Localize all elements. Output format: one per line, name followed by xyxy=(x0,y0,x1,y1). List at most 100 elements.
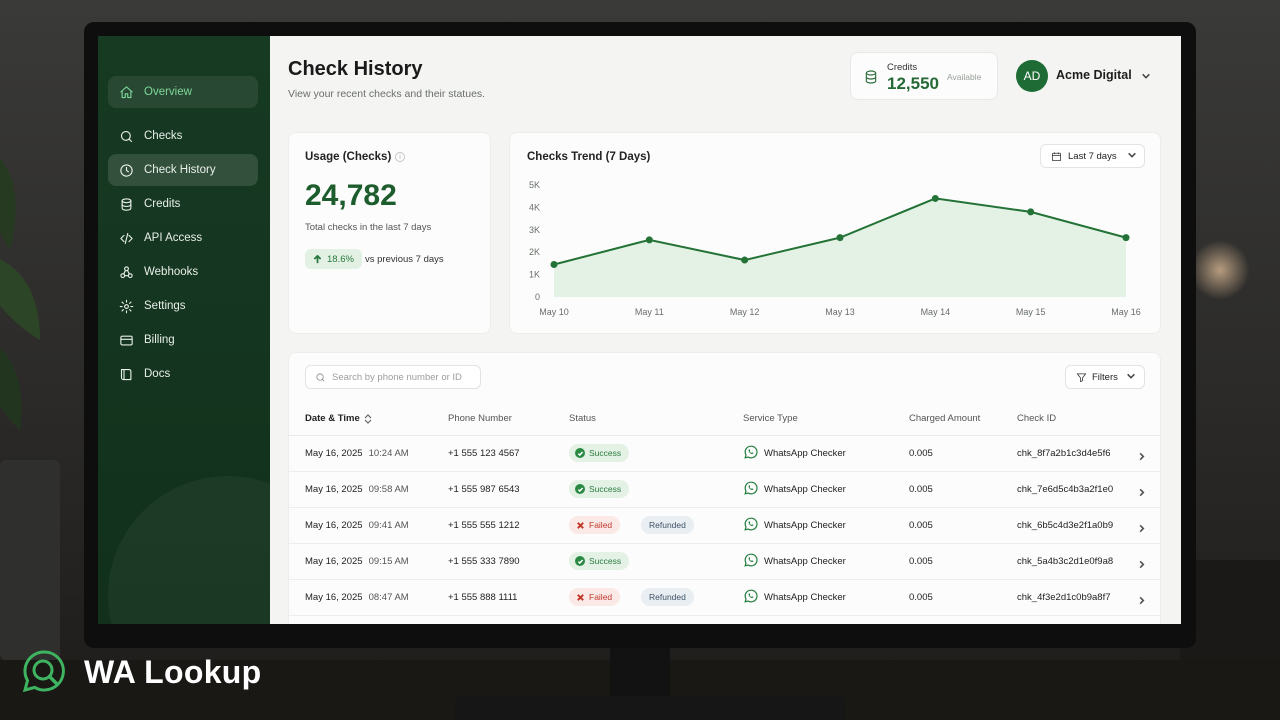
x-tick-label: May 15 xyxy=(1016,307,1046,317)
status-label: Success xyxy=(589,484,622,494)
row-service: WhatsApp Checker xyxy=(764,592,846,603)
table-row[interactable]: May 16, 2025 10:24 AM +1 555 123 4567 Succe… xyxy=(289,436,1162,472)
data-point xyxy=(1122,234,1130,242)
sidebar-item-docs[interactable]: Docs xyxy=(108,358,258,390)
avatar[interactable]: AD xyxy=(1016,60,1048,92)
account-name[interactable]: Acme Digital xyxy=(1056,68,1132,82)
row-service: WhatsApp Checker xyxy=(764,556,846,567)
x-icon xyxy=(575,520,585,530)
y-tick-label: 2K xyxy=(529,247,540,257)
search-icon xyxy=(316,372,325,381)
sidebar-item-settings[interactable]: Settings xyxy=(108,290,258,322)
row-amount: 0.005 xyxy=(909,520,933,531)
sidebar-item-overview[interactable]: Overview xyxy=(108,76,258,108)
column-header-date[interactable]: Date & Time xyxy=(305,413,372,424)
row-service: WhatsApp Checker xyxy=(764,484,846,495)
sidebar-item-webhooks[interactable]: Webhooks xyxy=(108,256,258,288)
credits-widget[interactable]: Credits 12,550 Available xyxy=(850,52,998,100)
row-amount: 0.005 xyxy=(909,592,933,603)
sidebar-item-api-access[interactable]: API Access xyxy=(108,222,258,254)
row-time-value: 09:58 AM xyxy=(368,484,409,495)
row-amount: 0.005 xyxy=(909,448,933,459)
column-header-check-id: Check ID xyxy=(1017,413,1057,424)
row-check-id: chk_8f7a2b1c3d4e5f6 xyxy=(1017,448,1111,459)
column-header-label: Date & Time xyxy=(305,413,360,424)
search-input-wrapper[interactable] xyxy=(305,365,481,389)
chevron-right-icon[interactable] xyxy=(1137,592,1146,610)
status-label: Success xyxy=(589,448,622,458)
data-point xyxy=(836,234,844,242)
credits-available-note: Available xyxy=(947,72,982,82)
row-check-id: chk_6b5c4d3e2f1a0b9 xyxy=(1017,520,1114,531)
x-tick-label: May 10 xyxy=(539,307,569,317)
filter-icon xyxy=(1076,372,1087,382)
status-label: Failed xyxy=(589,520,613,530)
column-header-amount: Charged Amount xyxy=(909,413,981,424)
sidebar-item-label: Credits xyxy=(144,198,181,210)
series-area xyxy=(554,198,1126,297)
status-badge: Failed xyxy=(569,588,621,606)
row-date: May 16, 2025 09:58 AM xyxy=(305,484,409,495)
sidebar-item-check-history[interactable]: Check History xyxy=(108,154,258,186)
chevron-down-icon xyxy=(1126,371,1136,384)
row-date: May 16, 2025 09:15 AM xyxy=(305,556,409,567)
sidebar-decoration xyxy=(108,476,270,624)
search-input[interactable] xyxy=(332,371,480,383)
x-tick-label: May 12 xyxy=(730,307,760,317)
page-title: Check History xyxy=(288,58,423,80)
brand-name: WA Lookup xyxy=(84,653,262,690)
info-icon[interactable]: i xyxy=(395,152,405,162)
calendar-icon xyxy=(1051,151,1062,161)
whatsapp-icon xyxy=(744,445,758,459)
whatsapp-icon xyxy=(744,589,758,603)
row-time-value: 09:41 AM xyxy=(368,520,409,531)
date-range-label: Last 7 days xyxy=(1068,150,1117,162)
row-time-value: 08:47 AM xyxy=(368,592,409,603)
coins-icon xyxy=(863,69,879,90)
x-tick-label: May 14 xyxy=(921,307,951,317)
table-row[interactable]: May 16, 2025 09:58 AM +1 555 987 6543 Succe… xyxy=(289,472,1162,508)
chevron-right-icon[interactable] xyxy=(1137,520,1146,538)
brand-logo: WA Lookup xyxy=(20,648,261,696)
row-phone: +1 555 123 4567 xyxy=(448,448,520,459)
chevron-right-icon[interactable] xyxy=(1137,556,1146,574)
trend-card: Checks Trend (7 Days) Last 7 days 0 1K 2K 3… xyxy=(509,132,1161,334)
row-date-value: May 16, 2025 xyxy=(305,484,363,495)
filters-button[interactable]: Filters xyxy=(1065,365,1145,389)
date-range-dropdown[interactable]: Last 7 days xyxy=(1040,144,1145,168)
sidebar-item-label: Billing xyxy=(144,334,175,346)
sidebar-item-checks[interactable]: Checks xyxy=(108,120,258,152)
data-point xyxy=(1027,208,1035,216)
row-time-value: 10:24 AM xyxy=(368,448,409,459)
y-tick-label: 4K xyxy=(529,202,540,212)
app-screen: Overview Checks Check History Credits AP… xyxy=(98,36,1181,624)
row-date-value: May 16, 2025 xyxy=(305,556,363,567)
plant-pot xyxy=(0,460,60,660)
usage-change-value: 18.6% xyxy=(327,253,354,265)
table-row[interactable]: May 16, 2025 09:41 AM +1 555 555 1212 Faile… xyxy=(289,508,1162,544)
coins-icon xyxy=(118,196,134,212)
table-row[interactable]: May 16, 2025 08:47 AM +1 555 888 1111 Faile… xyxy=(289,580,1162,616)
x-icon xyxy=(575,592,585,602)
clock-icon xyxy=(118,162,134,178)
row-date-value: May 16, 2025 xyxy=(305,520,363,531)
row-phone: +1 555 555 1212 xyxy=(448,520,520,531)
monitor-stand xyxy=(610,640,670,700)
refunded-badge: Refunded xyxy=(641,588,694,606)
y-tick-label: 0 xyxy=(535,292,540,302)
whatsapp-icon xyxy=(744,481,758,495)
sidebar-item-label: Settings xyxy=(144,300,186,312)
credits-value: 12,550 xyxy=(887,74,939,93)
column-header-status: Status xyxy=(569,413,596,424)
row-phone: +1 555 888 1111 xyxy=(448,592,518,603)
chevron-down-icon[interactable] xyxy=(1141,68,1155,82)
plant-decoration xyxy=(0,157,40,430)
row-check-id: chk_4f3e2d1c0b9a8f7 xyxy=(1017,592,1111,603)
chevron-right-icon[interactable] xyxy=(1137,484,1146,502)
chevron-right-icon[interactable] xyxy=(1137,448,1146,466)
table-row[interactable]: May 16, 2025 09:15 AM +1 555 333 7890 Succe… xyxy=(289,544,1162,580)
code-icon xyxy=(118,230,134,246)
sidebar-item-billing[interactable]: Billing xyxy=(108,324,258,356)
wa-lookup-logo-icon xyxy=(22,650,65,693)
sidebar-item-credits[interactable]: Credits xyxy=(108,188,258,220)
